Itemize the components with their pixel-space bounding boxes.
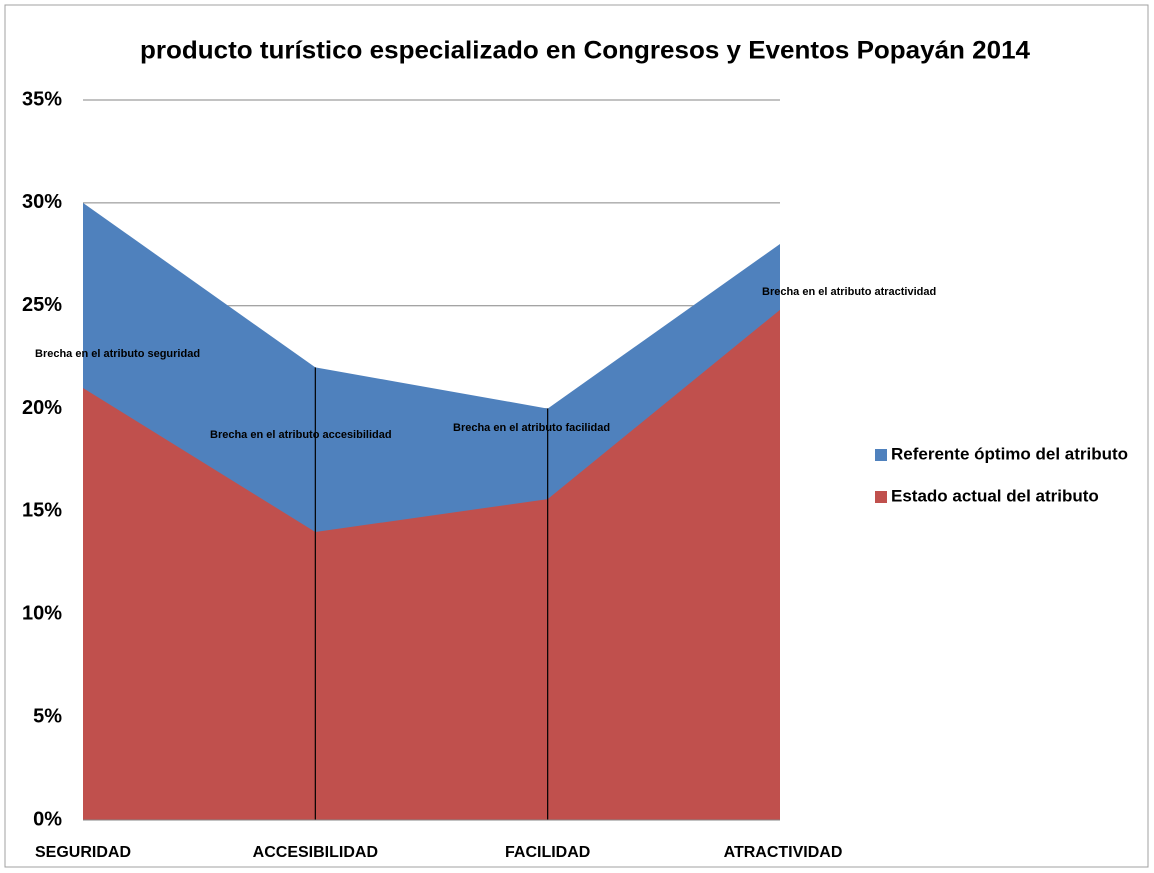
legend-label: Estado actual del atributo bbox=[891, 486, 1099, 505]
y-tick-label: 5% bbox=[33, 705, 62, 727]
legend-swatch bbox=[875, 491, 887, 503]
y-tick-label: 0% bbox=[33, 808, 62, 830]
y-tick-label: 15% bbox=[22, 500, 62, 522]
annotation: Brecha en el atributo seguridad bbox=[35, 348, 200, 360]
y-tick-label: 35% bbox=[22, 88, 62, 110]
legend-label: Referente óptimo del atributo bbox=[891, 444, 1128, 463]
y-tick-label: 25% bbox=[22, 294, 62, 316]
y-tick-label: 30% bbox=[22, 191, 62, 213]
y-tick-label: 10% bbox=[22, 603, 62, 625]
x-tick-label: ATRACTIVIDAD bbox=[724, 844, 843, 861]
annotation: Brecha en el atributo accesibilidad bbox=[210, 429, 392, 441]
annotation: Brecha en el atributo atractividad bbox=[762, 286, 936, 298]
chart-title: producto turístico especializado en Cong… bbox=[140, 37, 1030, 65]
x-tick-label: SEGURIDAD bbox=[35, 844, 131, 861]
annotation: Brecha en el atributo facilidad bbox=[453, 422, 610, 434]
legend-swatch bbox=[875, 449, 887, 461]
y-tick-label: 20% bbox=[22, 397, 62, 419]
x-tick-label: FACILIDAD bbox=[505, 844, 590, 861]
x-tick-label: ACCESIBILIDAD bbox=[253, 844, 378, 861]
area bbox=[83, 309, 780, 820]
